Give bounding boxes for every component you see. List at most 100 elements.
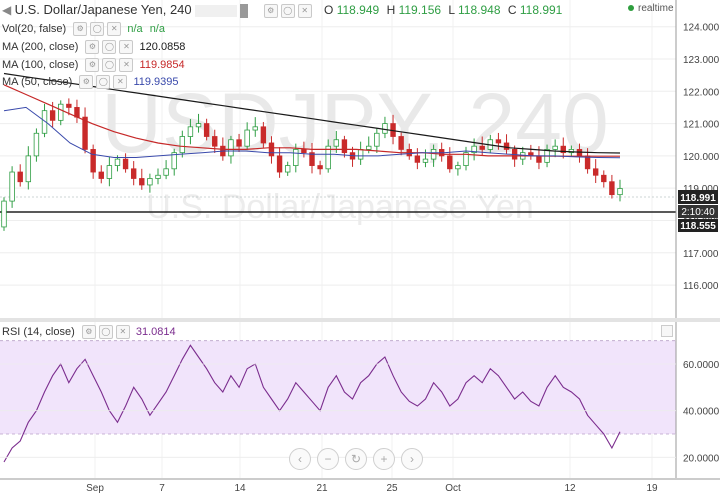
ma50-buttons: ⚙ ◯ ✕ bbox=[79, 75, 130, 89]
vol-label: Vol(20, false) bbox=[2, 22, 67, 35]
level-tag-text: 118.555 bbox=[680, 221, 716, 232]
ma50-line bbox=[3, 106, 621, 159]
zoom-in-icon[interactable]: + bbox=[373, 448, 395, 470]
candle-body bbox=[309, 152, 315, 166]
ma100-hide-icon[interactable]: ◯ bbox=[102, 58, 117, 72]
rsi-hide-icon[interactable]: ◯ bbox=[98, 325, 113, 339]
candle-body bbox=[49, 110, 56, 121]
candle-body bbox=[293, 149, 299, 166]
price-tick-label: 117.000 bbox=[683, 249, 719, 260]
time-tick-label: 19 bbox=[646, 483, 658, 494]
candle-body bbox=[114, 158, 121, 166]
candle-body bbox=[179, 136, 186, 154]
ma50-value: 119.9395 bbox=[133, 75, 179, 88]
rsi-value: 31.0814 bbox=[135, 325, 176, 338]
scroll-left-icon[interactable]: ‹ bbox=[289, 448, 311, 470]
close-icon[interactable]: ✕ bbox=[297, 3, 312, 18]
candle-body bbox=[66, 103, 72, 108]
candle-body bbox=[195, 123, 202, 128]
ma200-settings-icon[interactable]: ⚙ bbox=[85, 40, 100, 54]
candle-body bbox=[398, 136, 404, 150]
candle-body bbox=[463, 152, 469, 166]
rsi-tick-label: 20.0000 bbox=[683, 453, 720, 464]
ma50-hide-icon[interactable]: ◯ bbox=[96, 75, 111, 89]
candle-body bbox=[33, 132, 40, 157]
ma50-close-icon[interactable]: ✕ bbox=[113, 75, 128, 89]
candle-body bbox=[58, 103, 64, 121]
ma200-buttons: ⚙ ◯ ✕ bbox=[85, 40, 136, 54]
candle-body bbox=[171, 152, 177, 170]
vol-value-a: n/a bbox=[127, 22, 143, 35]
candle-body bbox=[495, 139, 502, 144]
price-tick-label: 124.000 bbox=[683, 23, 720, 34]
chart-navigation: ‹ − ↻ + › bbox=[289, 448, 429, 472]
candle-body bbox=[82, 116, 88, 150]
high-label: H bbox=[386, 3, 396, 17]
price-tick-label: 122.000 bbox=[683, 87, 720, 98]
rsi-tick-label: 60.0000 bbox=[683, 360, 720, 371]
vol-hide-icon[interactable]: ◯ bbox=[90, 22, 105, 36]
vol-settings-icon[interactable]: ⚙ bbox=[73, 22, 88, 36]
rsi-band bbox=[0, 340, 676, 434]
price-tick-label: 123.000 bbox=[683, 55, 720, 66]
header-gap bbox=[195, 4, 237, 17]
ma200-hide-icon[interactable]: ◯ bbox=[102, 40, 117, 54]
candle-body bbox=[155, 174, 161, 179]
realtime-indicator: realtime bbox=[628, 3, 674, 14]
hide-icon[interactable]: ◯ bbox=[280, 3, 295, 18]
ma100-legend: MA (100, close) ⚙ ◯ ✕ 119.9854 bbox=[2, 58, 185, 72]
realtime-dot-icon bbox=[628, 5, 634, 12]
realtime-label: realtime bbox=[638, 3, 674, 14]
zoom-out-icon[interactable]: − bbox=[317, 448, 339, 470]
last-price-tag bbox=[678, 190, 718, 204]
rsi-maximize-icon[interactable] bbox=[661, 325, 673, 337]
rsi-label: RSI (14, close) bbox=[2, 325, 75, 338]
ma100-settings-icon[interactable]: ⚙ bbox=[85, 58, 100, 72]
rsi-buttons: ⚙ ◯ ✕ bbox=[81, 325, 133, 339]
vol-legend: Vol(20, false) ⚙ ◯ ✕ n/a n/a bbox=[2, 22, 165, 36]
candlestick-series bbox=[1, 98, 623, 231]
watermark-name: U.S. Dollar/Japanese Yen bbox=[146, 188, 533, 226]
candle-body bbox=[479, 145, 485, 150]
vol-buttons: ⚙ ◯ ✕ bbox=[73, 22, 124, 36]
time-tick-label: 21 bbox=[316, 483, 328, 494]
candle-body bbox=[560, 145, 566, 154]
candle-body bbox=[260, 126, 267, 144]
ma100-value: 119.9854 bbox=[139, 58, 185, 71]
close-label: C bbox=[507, 3, 517, 17]
candle-body bbox=[341, 139, 348, 154]
header-buttons: ⚙ ◯ ✕ bbox=[263, 3, 318, 18]
header-scroll-handle[interactable] bbox=[240, 3, 249, 18]
candle-body bbox=[139, 178, 145, 186]
candle-body bbox=[430, 149, 437, 160]
pane-separator bbox=[0, 318, 720, 322]
candle-body bbox=[17, 171, 23, 183]
vol-close-icon[interactable]: ✕ bbox=[107, 22, 122, 36]
candle-body bbox=[212, 136, 218, 147]
chart-collapse-icon[interactable]: ◀ bbox=[2, 3, 12, 17]
ma50-settings-icon[interactable]: ⚙ bbox=[79, 75, 94, 89]
candle-body bbox=[106, 165, 113, 179]
candle-body bbox=[382, 123, 388, 134]
price-axis-ticks: 124.000 123.000 122.000 121.000 120.000 119.0… bbox=[683, 23, 720, 292]
candle-body bbox=[552, 145, 558, 150]
ma200-legend: MA (200, close) ⚙ ◯ ✕ 120.0858 bbox=[2, 40, 185, 54]
rsi-legend: RSI (14, close) ⚙ ◯ ✕ 31.0814 bbox=[2, 325, 176, 339]
candle-body bbox=[584, 155, 591, 170]
candle-body bbox=[592, 168, 599, 176]
candle-body bbox=[503, 142, 510, 150]
reset-icon[interactable]: ↻ bbox=[345, 448, 367, 470]
candle-body bbox=[447, 155, 453, 170]
rsi-line bbox=[3, 344, 621, 463]
candle-body bbox=[276, 155, 283, 173]
ma200-close-icon[interactable]: ✕ bbox=[119, 40, 134, 54]
candle-body bbox=[301, 149, 307, 154]
ma100-close-icon[interactable]: ✕ bbox=[119, 58, 134, 72]
rsi-close-icon[interactable]: ✕ bbox=[115, 325, 130, 339]
candle-body bbox=[147, 178, 153, 186]
scroll-right-icon[interactable]: › bbox=[401, 448, 423, 470]
settings-icon[interactable]: ⚙ bbox=[263, 3, 278, 18]
price-tick-label: 119.000 bbox=[683, 184, 719, 195]
candle-body bbox=[1, 200, 7, 228]
rsi-settings-icon[interactable]: ⚙ bbox=[81, 325, 96, 339]
